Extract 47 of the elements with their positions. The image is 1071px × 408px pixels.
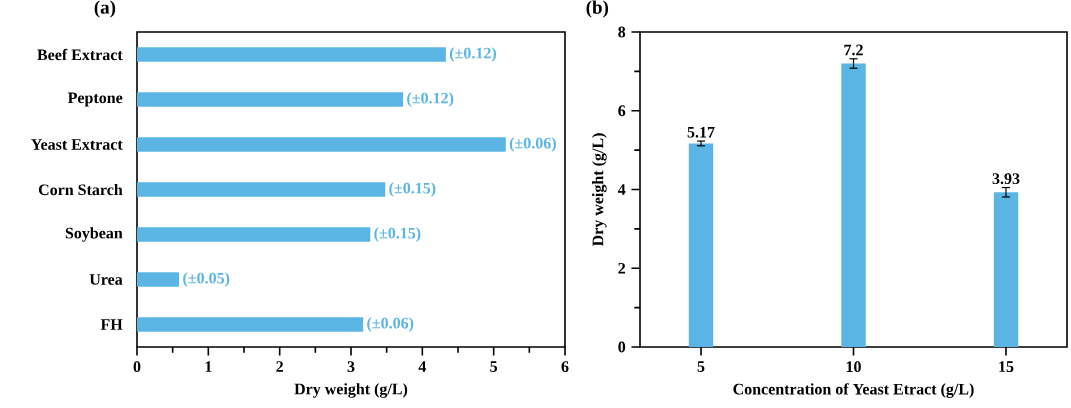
bar [137, 317, 364, 332]
x-axis-title: Dry weight (g/L) [294, 383, 408, 398]
data-label: 3.93 [992, 173, 1020, 185]
x-tick-label: 3 [347, 361, 355, 373]
annotation: (±0.15) [389, 182, 436, 197]
bar [993, 192, 1019, 347]
bar [841, 63, 866, 347]
annotation: (±0.12) [449, 47, 496, 62]
y-tick-label: 4 [617, 184, 626, 195]
annotation: (±0.05) [183, 272, 230, 287]
x-axis-title: Concentration of Yeast Etract (g/L) [733, 383, 974, 398]
data-label: 7.2 [844, 44, 863, 56]
chart-title: (b) [586, 0, 609, 18]
x-tick-label: 0 [133, 361, 141, 373]
x-tick-label: 5 [490, 361, 498, 372]
x-tick-label: 10 [846, 361, 861, 373]
x-tick-label: 5 [697, 361, 705, 372]
y-tick-label: 6 [618, 105, 626, 117]
y-tick-label: 0 [618, 341, 626, 353]
y-tick-label: Soybean [65, 227, 123, 242]
y-tick-label: Yeast Extract [31, 139, 123, 150]
y-axis-title: Dry weight (g/L) [592, 133, 607, 247]
x-tick-label: 4 [418, 361, 427, 372]
y-tick-label: FH [100, 319, 123, 330]
chart-title: (a) [94, 0, 116, 18]
bar [137, 47, 446, 62]
y-tick-label: 8 [618, 26, 626, 38]
y-tick-label: Corn Starch [38, 183, 123, 196]
y-tick-label: Peptone [67, 92, 123, 107]
annotation: (±0.12) [407, 92, 454, 107]
y-tick-label: Urea [89, 274, 123, 285]
bar [688, 143, 714, 347]
data-label: 5.17 [687, 126, 715, 138]
bar [137, 92, 404, 107]
bar [137, 227, 371, 242]
x-tick-label: 15 [999, 361, 1014, 372]
bar [137, 272, 180, 287]
y-tick-label: 2 [618, 262, 626, 274]
annotation: (±0.15) [374, 227, 421, 242]
bar [137, 137, 506, 152]
x-tick-label: 1 [205, 361, 212, 372]
bar [137, 182, 386, 197]
x-tick-label: 6 [561, 361, 569, 373]
y-tick-label: Beef Extract [37, 48, 123, 61]
annotation: (±0.06) [367, 317, 414, 332]
annotation: (±0.06) [509, 137, 556, 152]
x-tick-label: 2 [276, 361, 283, 372]
